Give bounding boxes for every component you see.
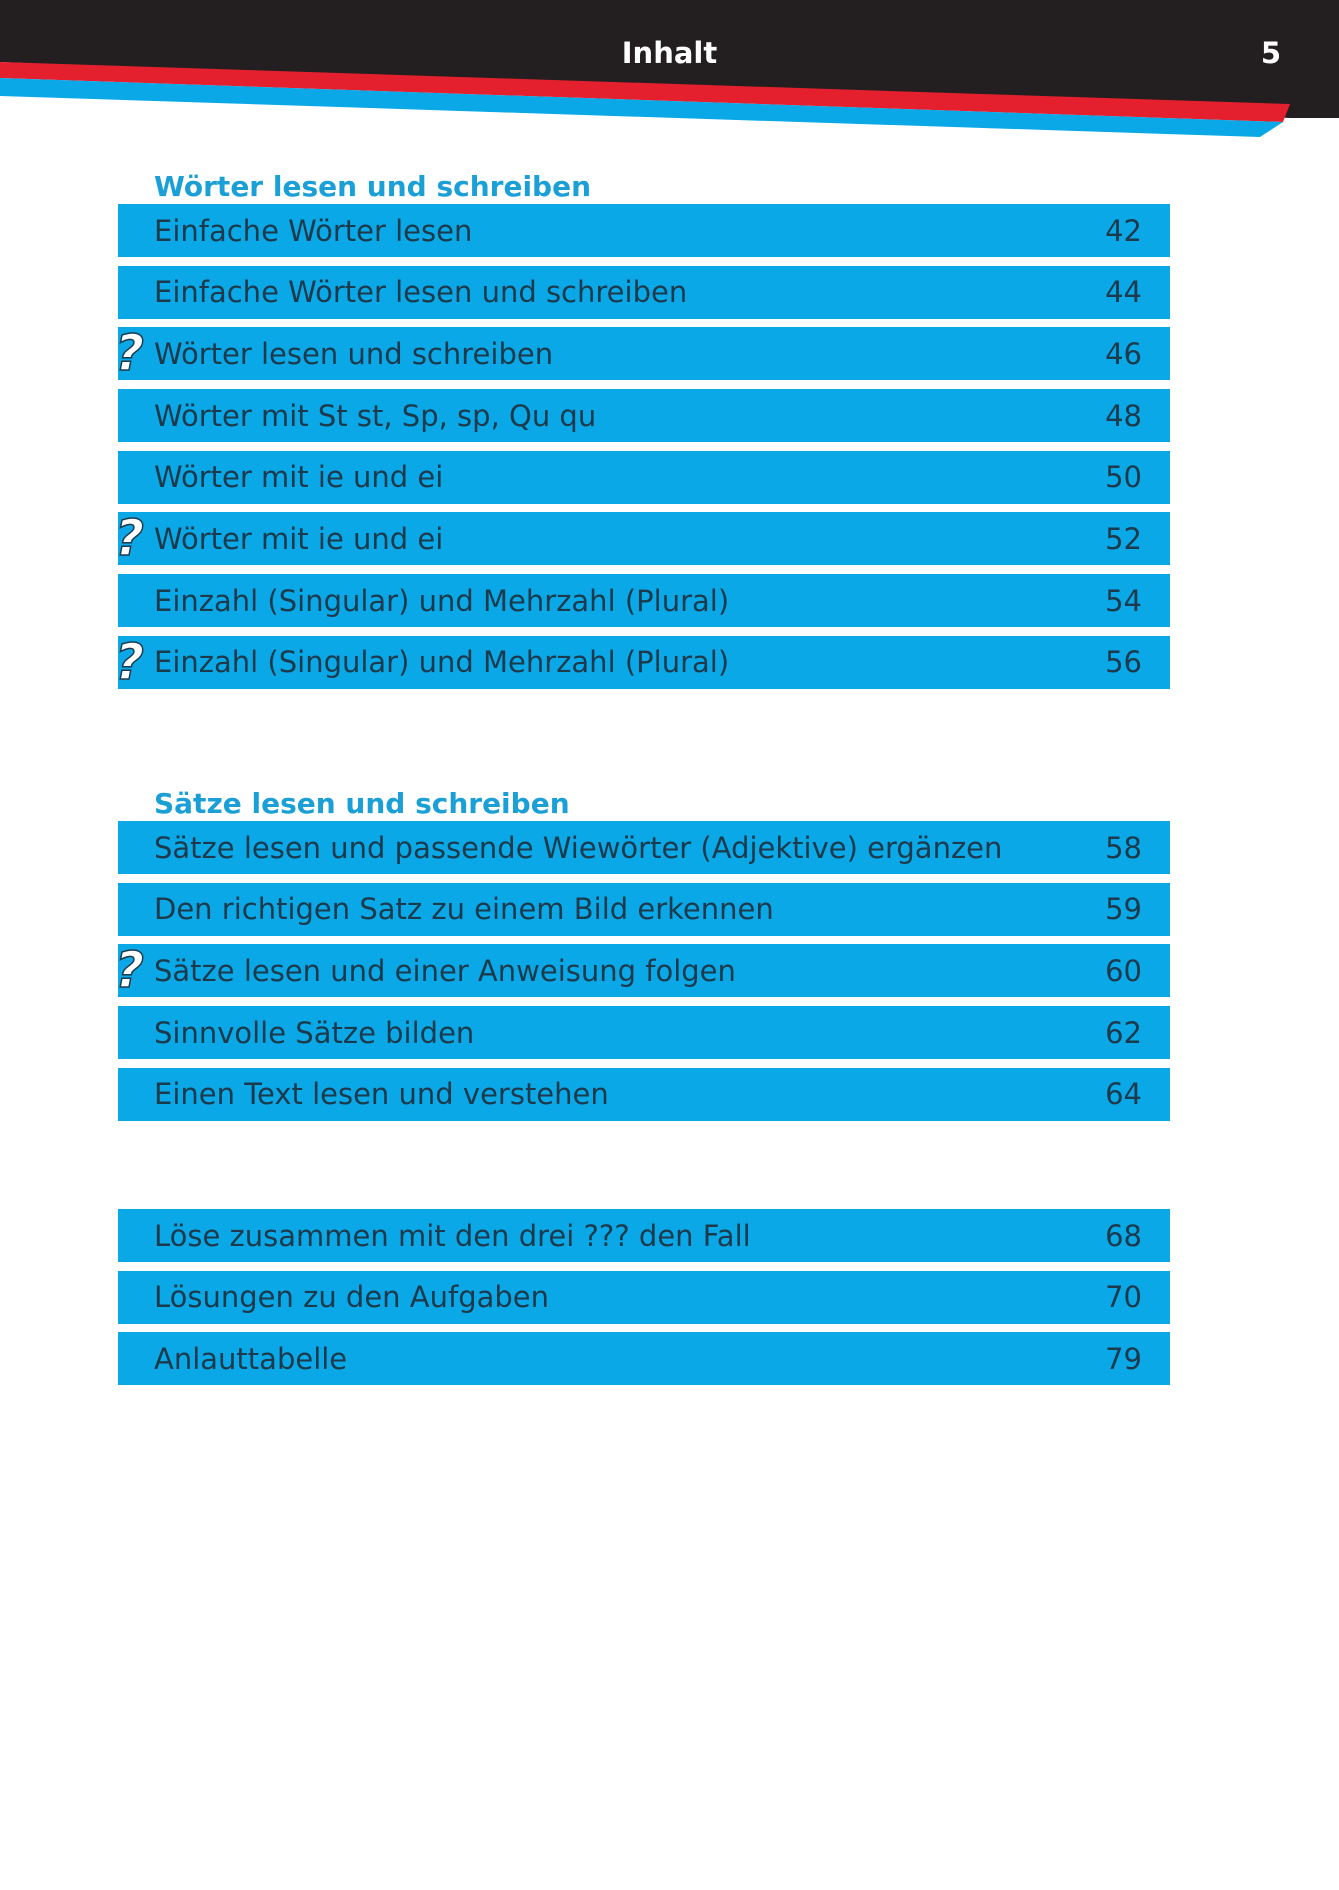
- toc-entry-label: Wörter mit ie und ei: [154, 521, 444, 556]
- toc-entry-label: Einzahl (Singular) und Mehrzahl (Plural): [154, 645, 730, 680]
- toc-entry[interactable]: Anlauttabelle 79: [118, 1332, 1170, 1386]
- toc-entry[interactable]: ? Sätze lesen und einer Anweisung folgen 6…: [114, 941, 1170, 1000]
- toc-entry[interactable]: Wörter mit ie und ei 50: [118, 450, 1170, 504]
- question-mark-icon: ?: [114, 632, 145, 691]
- page-number: 5: [1260, 36, 1281, 70]
- toc-entry-page: 44: [1105, 275, 1142, 310]
- toc-entry-label: Anlauttabelle: [154, 1341, 348, 1376]
- toc-entry-label: Sätze lesen und einer Anweisung folgen: [154, 953, 736, 988]
- header-banner: [0, 0, 1339, 137]
- page-title: Inhalt: [621, 36, 718, 70]
- toc-entry-page: 42: [1105, 213, 1142, 248]
- toc-entry-page: 48: [1105, 398, 1142, 433]
- toc-entry-label: Löse zusammen mit den drei ??? den Fall: [154, 1218, 751, 1253]
- toc-entry-page: 68: [1105, 1218, 1142, 1253]
- toc-entry-page: 70: [1105, 1280, 1142, 1315]
- toc-entry-label: Einzahl (Singular) und Mehrzahl (Plural): [154, 583, 730, 618]
- toc-entry-page: 64: [1105, 1077, 1142, 1112]
- toc-entry-label: Einfache Wörter lesen und schreiben: [154, 275, 688, 310]
- toc-entry[interactable]: Einzahl (Singular) und Mehrzahl (Plural)…: [118, 574, 1170, 628]
- toc-entry-label: Einen Text lesen und verstehen: [154, 1077, 609, 1112]
- toc-entry[interactable]: Sätze lesen und passende Wiewörter (Adje…: [118, 821, 1170, 874]
- toc-entry-page: 59: [1105, 892, 1142, 927]
- toc-entry-label: Lösungen zu den Aufgaben: [154, 1280, 550, 1315]
- toc-entry[interactable]: ? Einzahl (Singular) und Mehrzahl (Plural…: [114, 632, 1170, 691]
- toc-entry[interactable]: Lösungen zu den Aufgaben 70: [118, 1270, 1170, 1324]
- header-red-stripe: [0, 62, 1290, 122]
- question-mark-icon: ?: [114, 941, 145, 1000]
- section-title: Sätze lesen und schreiben: [154, 787, 570, 820]
- toc-entry[interactable]: Löse zusammen mit den drei ??? den Fall 6…: [118, 1209, 1170, 1262]
- toc-entry[interactable]: Wörter mit St st, Sp, sp, Qu qu 48: [118, 389, 1170, 443]
- toc-entry-page: 52: [1105, 521, 1142, 556]
- toc-entry[interactable]: Den richtigen Satz zu einem Bild erkenne…: [118, 882, 1170, 936]
- question-mark-icon: ?: [114, 324, 145, 383]
- toc-entry-label: Den richtigen Satz zu einem Bild erkenne…: [154, 892, 774, 927]
- section-appendix: Löse zusammen mit den drei ??? den Fall 6…: [118, 1209, 1170, 1394]
- toc-entry-page: 58: [1105, 830, 1142, 865]
- header-blue-stripe: [0, 78, 1283, 137]
- toc-entry-page: 60: [1105, 953, 1142, 988]
- toc-entry-page: 46: [1105, 336, 1142, 371]
- toc-entry[interactable]: Einfache Wörter lesen und schreiben 44: [118, 265, 1170, 319]
- toc-entry-page: 79: [1105, 1341, 1142, 1376]
- toc-entry[interactable]: Einfache Wörter lesen 42: [118, 204, 1170, 257]
- toc-entry[interactable]: ? Wörter mit ie und ei 52: [114, 509, 1170, 568]
- toc-entry[interactable]: Sinnvolle Sätze bilden 62: [118, 1006, 1170, 1060]
- toc-entry[interactable]: ? Wörter lesen und schreiben 46: [114, 324, 1170, 383]
- toc-entry-label: Wörter mit ie und ei: [154, 460, 444, 495]
- toc-entry-page: 56: [1105, 645, 1142, 680]
- toc-entry-page: 50: [1105, 460, 1142, 495]
- toc-entry-label: Sinnvolle Sätze bilden: [154, 1015, 475, 1050]
- question-mark-icon: ?: [114, 509, 145, 568]
- toc-entry-page: 62: [1105, 1015, 1142, 1050]
- toc-entry-label: Wörter lesen und schreiben: [154, 336, 554, 371]
- toc-entry-label: Wörter mit St st, Sp, sp, Qu qu: [154, 398, 597, 433]
- toc-entry-label: Einfache Wörter lesen: [154, 213, 473, 248]
- toc-entry-page: 54: [1105, 583, 1142, 618]
- section-words: Wörter lesen und schreiben Einfache Wörte…: [114, 167, 1170, 698]
- toc-entry[interactable]: Einen Text lesen und verstehen 64: [118, 1067, 1170, 1121]
- section-title: Wörter lesen und schreiben: [154, 170, 592, 203]
- section-sentences: Sätze lesen und schreiben Sätze lesen und…: [114, 784, 1170, 1129]
- toc-entry-label: Sätze lesen und passende Wiewörter (Adje…: [154, 830, 1003, 865]
- header-black-bar: [0, 0, 1339, 118]
